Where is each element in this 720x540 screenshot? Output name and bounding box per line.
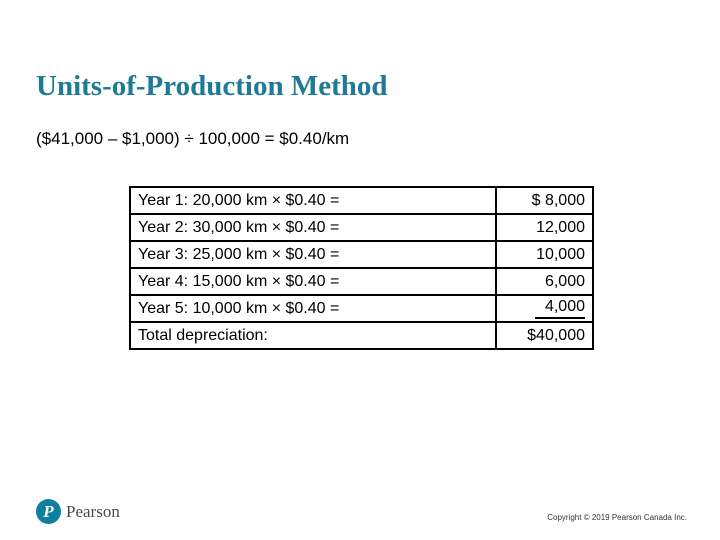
row-label: Year 5: 10,000 km × $0.40 = xyxy=(129,294,497,323)
depreciation-rate-formula: ($41,000 – $1,000) ÷ 100,000 = $0.40/km xyxy=(36,129,350,148)
pearson-p-icon: P xyxy=(36,499,61,524)
table-row: Year 5: 10,000 km × $0.40 = 4,000 xyxy=(129,294,594,323)
underlined-subtotal: 4,000 xyxy=(534,298,585,319)
row-label: Year 2: 30,000 km × $0.40 = xyxy=(129,213,497,242)
row-value: 4,000 xyxy=(495,294,594,323)
row-value: $40,000 xyxy=(495,321,594,350)
row-value: $ 8,000 xyxy=(495,186,594,215)
slide-title: Units-of-Production Method xyxy=(36,70,388,102)
row-value: 12,000 xyxy=(495,213,594,242)
copyright-notice: Copyright © 2019 Pearson Canada Inc. xyxy=(547,513,687,522)
row-value: 10,000 xyxy=(495,240,594,269)
row-label: Total depreciation: xyxy=(129,321,497,350)
row-label: Year 1: 20,000 km × $0.40 = xyxy=(129,186,497,215)
table-row: Year 3: 25,000 km × $0.40 = 10,000 xyxy=(129,240,594,269)
pearson-logo: P Pearson xyxy=(36,499,120,524)
table-row: Year 2: 30,000 km × $0.40 = 12,000 xyxy=(129,213,594,242)
row-value: 6,000 xyxy=(495,267,594,296)
table-row: Total depreciation: $40,000 xyxy=(129,321,594,350)
pearson-wordmark: Pearson xyxy=(66,501,120,521)
row-label: Year 4: 15,000 km × $0.40 = xyxy=(129,267,497,296)
table-row: Year 1: 20,000 km × $0.40 = $ 8,000 xyxy=(129,186,594,215)
depreciation-table: Year 1: 20,000 km × $0.40 = $ 8,000 Year… xyxy=(129,186,594,350)
row-label: Year 3: 25,000 km × $0.40 = xyxy=(129,240,497,269)
table-row: Year 4: 15,000 km × $0.40 = 6,000 xyxy=(129,267,594,296)
